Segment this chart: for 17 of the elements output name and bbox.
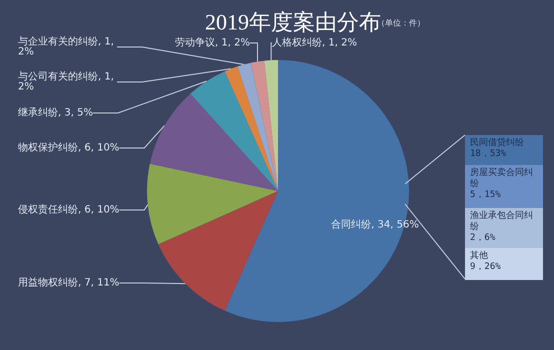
slice-label: 继承纠纷, 3, 5% — [18, 106, 93, 118]
slice-label: 与公司有关的纠纷, 1, 2% — [18, 70, 118, 92]
slice-label: 与企业有关的纠纷, 1, 2% — [18, 36, 118, 58]
text: 2，6% — [470, 233, 496, 243]
slice-label: 侵权责任纠纷, 6, 10% — [18, 204, 120, 216]
category-label: 渔业承包合同纠纷 — [470, 211, 534, 233]
category-label: 民间借贷纠纷 — [470, 138, 525, 149]
slice-label: 物权保护纠纷, 6, 10% — [18, 142, 120, 154]
text: 18，53% — [470, 149, 506, 159]
category-label: 其他 — [470, 251, 489, 262]
slice-label: 劳动争议, 1, 2% — [175, 36, 250, 48]
slice-label: 用益物权纠纷, 7, 11% — [18, 276, 120, 288]
text: 5，15% — [470, 190, 501, 200]
category-label: 房屋买卖合同纠纷 — [470, 168, 534, 190]
text: 9，26% — [470, 262, 501, 272]
slice-label: 合同纠纷, 34, 56% — [331, 218, 419, 231]
slice-label: 人格权纠纷, 1, 2% — [272, 36, 357, 48]
